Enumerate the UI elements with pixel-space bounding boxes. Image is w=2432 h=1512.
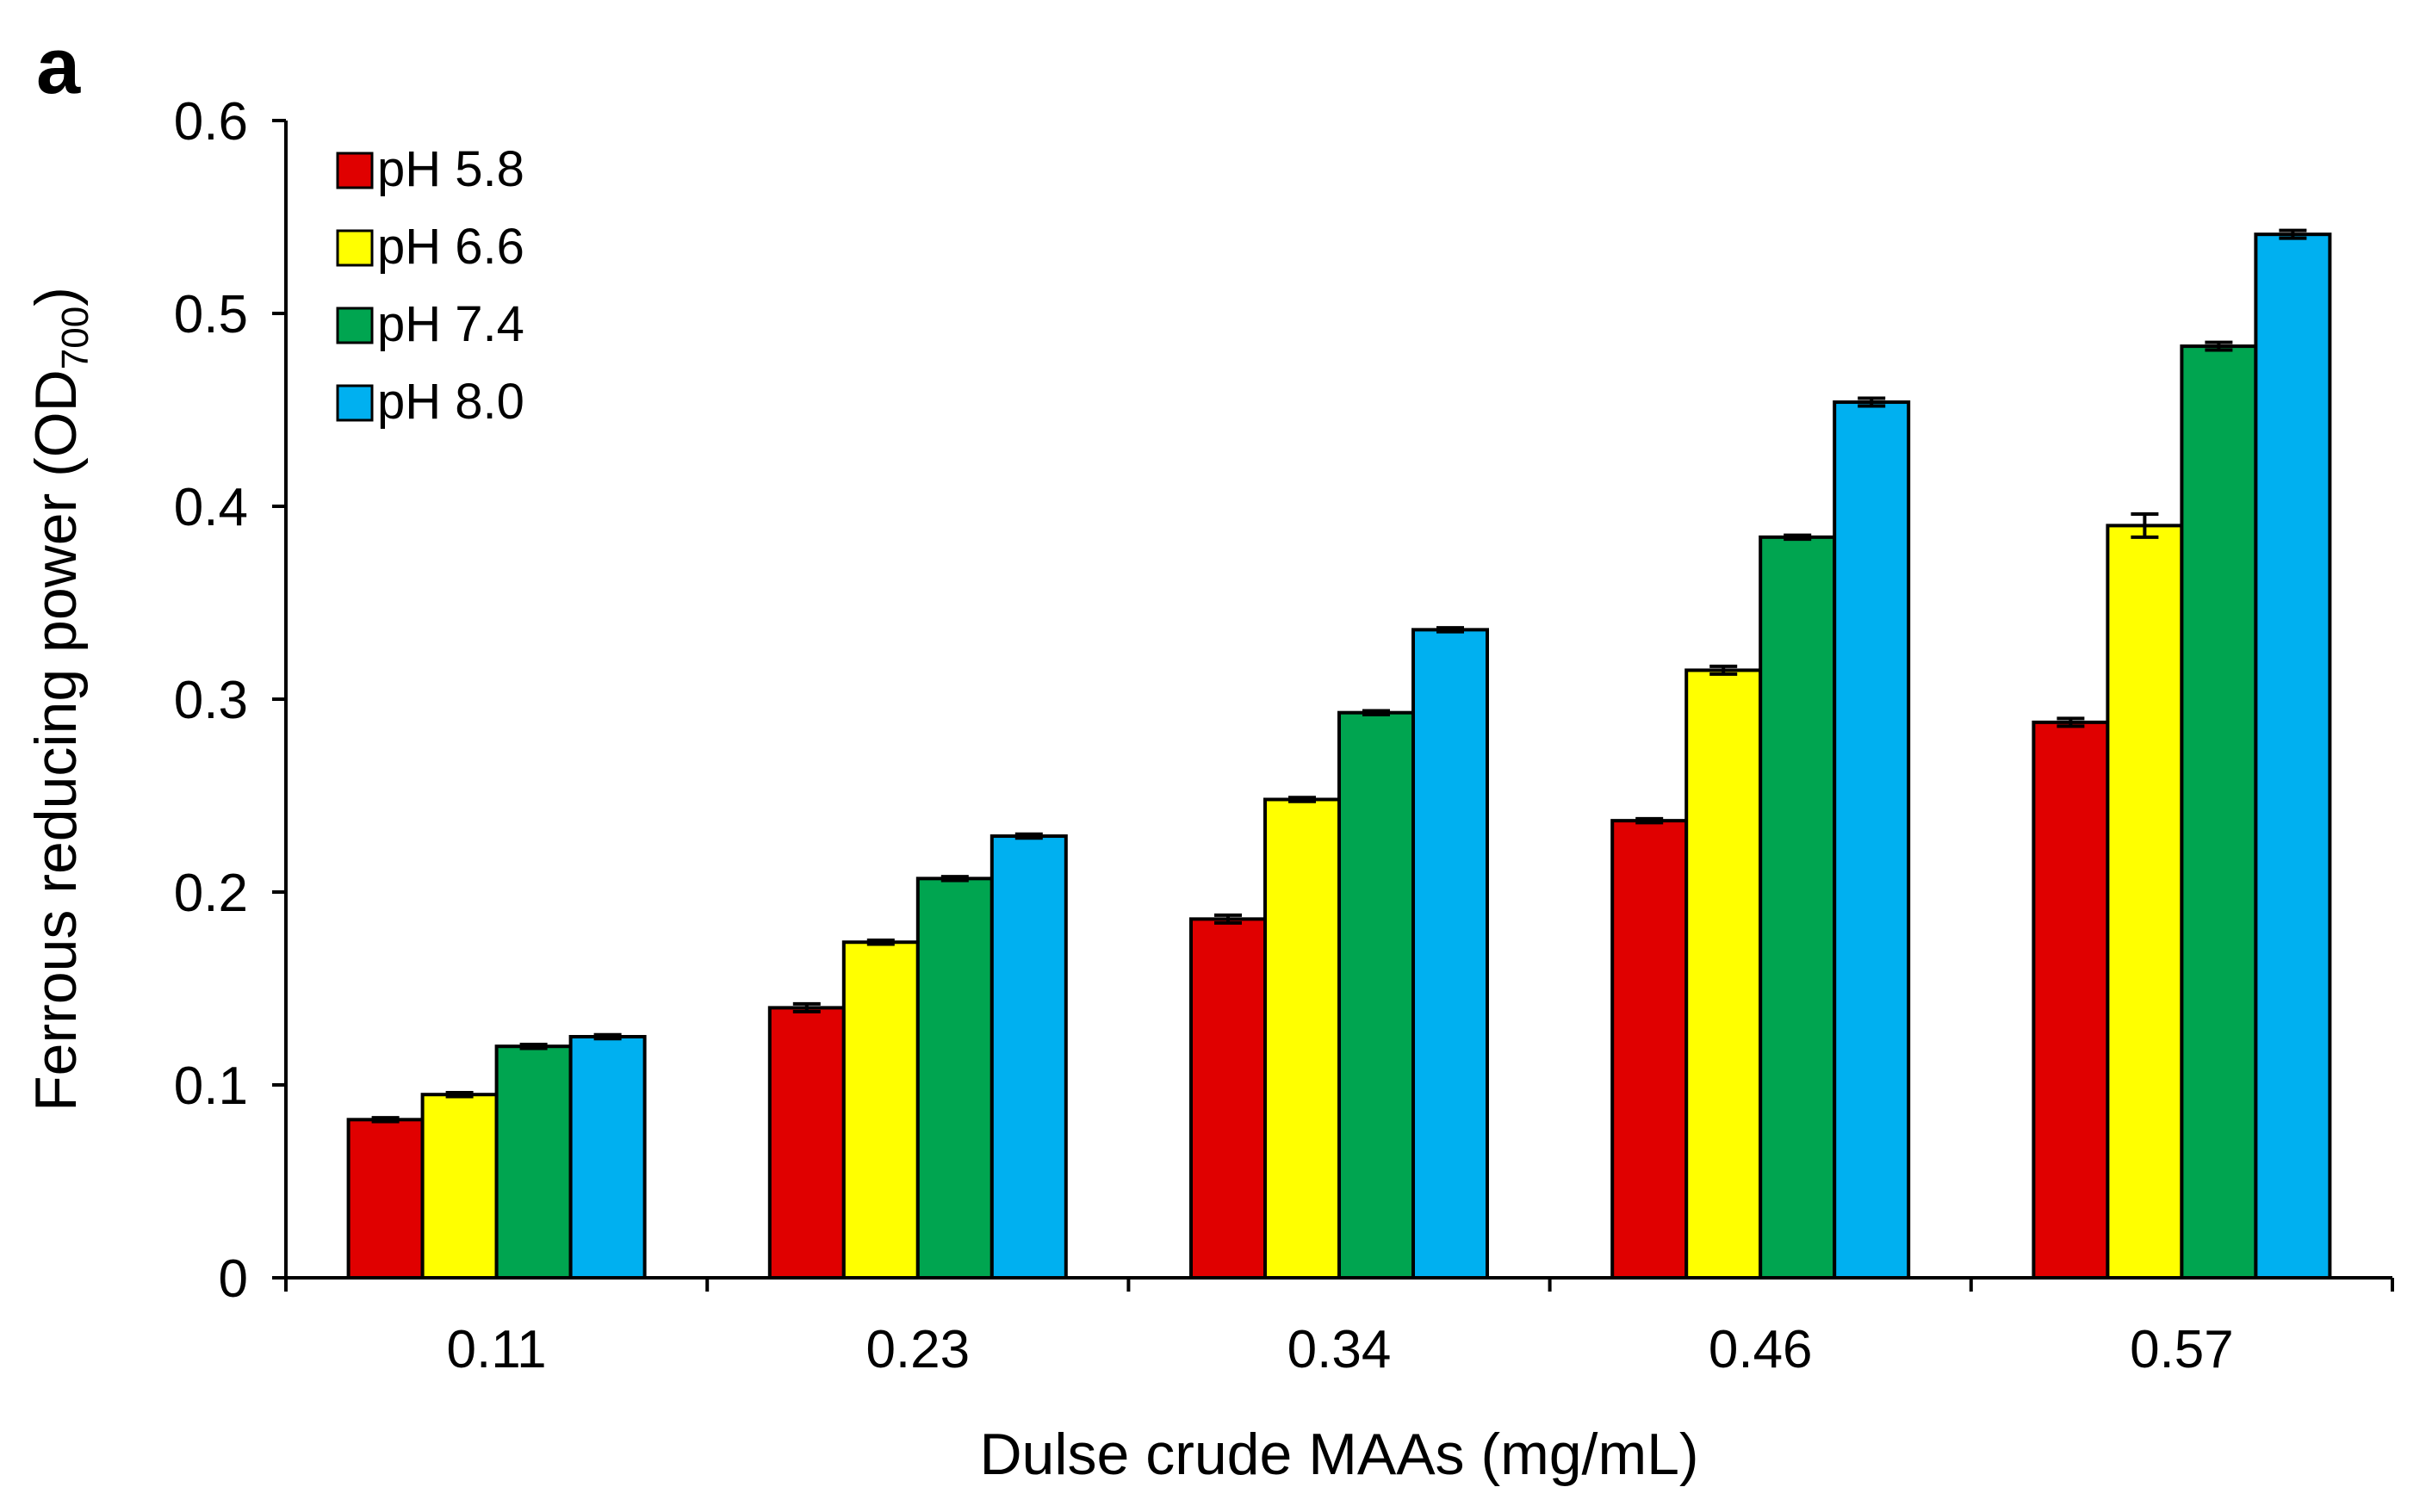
legend-label: pH 6.6 [377,219,524,275]
bar [1759,535,1837,1280]
x-tick-label: 0.23 [865,1320,970,1379]
legend: pH 5.8 pH 6.6 pH 7.4 pH 8.0 [336,141,524,430]
bar [420,1093,499,1280]
bar [494,1044,573,1280]
y-tick-label: 0.4 [174,478,248,537]
bar [1833,400,1911,1280]
panel-label: a [36,22,81,110]
y-tick-label: 0.6 [174,92,248,152]
bar [2180,344,2258,1280]
legend-swatch [336,229,374,267]
x-tick-label: 0.46 [1709,1320,1813,1379]
y-axis-title-main: Ferrous reducing power (OD [23,369,89,1112]
y-tick-label: 0.3 [174,671,248,730]
y-tick-label: 0.2 [174,864,248,923]
bar [915,877,994,1280]
bar [1610,819,1689,1280]
bar [346,1118,425,1280]
y-axis-title: Ferrous reducing power (OD700) [23,287,96,1112]
bar [1684,668,1763,1280]
x-tick-label: 0.57 [2130,1320,2234,1379]
axes: 0 0.1 0.2 0.3 0.4 0.5 0.6 0.11 0.23 0.34 0.46 0.57 [174,92,2394,1379]
bar [990,834,1068,1280]
y-tick-label: 0.1 [174,1057,248,1116]
legend-label: pH 5.8 [377,141,524,197]
x-axis-title: Dulse crude MAAs (mg/mL) [979,1422,1698,1487]
bars [346,228,2332,1280]
y-axis-title-close: ) [23,287,89,307]
legend-label: pH 8.0 [377,374,524,430]
x-tick-label: 0.11 [447,1320,547,1379]
legend-swatch [336,307,374,344]
bar [1189,917,1267,1280]
y-axis-title-subscript: 700 [54,307,96,369]
bar [1263,797,1341,1280]
bar [2032,720,2110,1280]
legend-swatch [336,152,374,189]
legend-label: pH 7.4 [377,296,524,352]
bar [2254,232,2332,1280]
legend-swatch [336,384,374,422]
y-tick-label: 0 [219,1249,248,1309]
x-tick-label: 0.34 [1287,1320,1392,1379]
bar [1411,628,1489,1280]
bar [568,1035,647,1280]
bar [2106,524,2184,1280]
bar [1337,710,1415,1280]
y-tick-label: 0.5 [174,285,248,344]
bar [767,1006,846,1280]
bar [841,940,920,1280]
